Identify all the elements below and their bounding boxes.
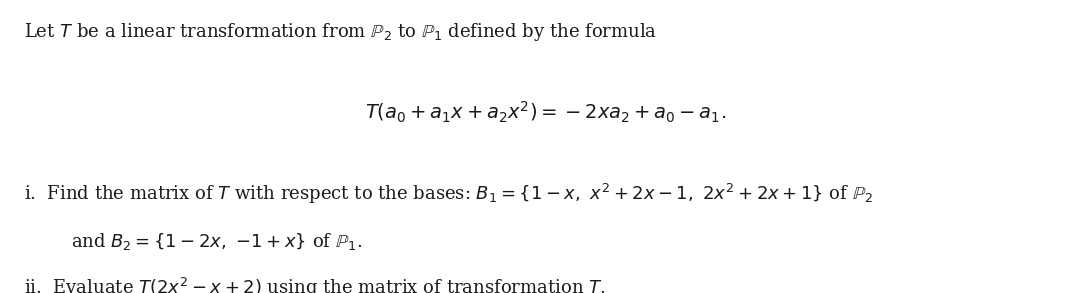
Text: $T(a_0 + a_1 x + a_2 x^2) = -2xa_2 + a_0 - a_1.$: $T(a_0 + a_1 x + a_2 x^2) = -2xa_2 + a_0… bbox=[364, 100, 727, 125]
Text: and $B_2 = \{1 - 2x,\ {-1} + x\}$ of $\mathbb{P}_1$.: and $B_2 = \{1 - 2x,\ {-1} + x\}$ of $\m… bbox=[71, 231, 362, 253]
Text: i.  Find the matrix of $T$ with respect to the bases: $B_1 = \{1 - x,\ x^2 + 2x : i. Find the matrix of $T$ with respect t… bbox=[24, 182, 873, 206]
Text: ii.  Evaluate $T(2x^2 - x + 2)$ using the matrix of transformation $T$.: ii. Evaluate $T(2x^2 - x + 2)$ using the… bbox=[24, 275, 606, 293]
Text: Let $T$ be a linear transformation from $\mathbb{P}_2$ to $\mathbb{P}_1$ defined: Let $T$ be a linear transformation from … bbox=[24, 21, 657, 42]
